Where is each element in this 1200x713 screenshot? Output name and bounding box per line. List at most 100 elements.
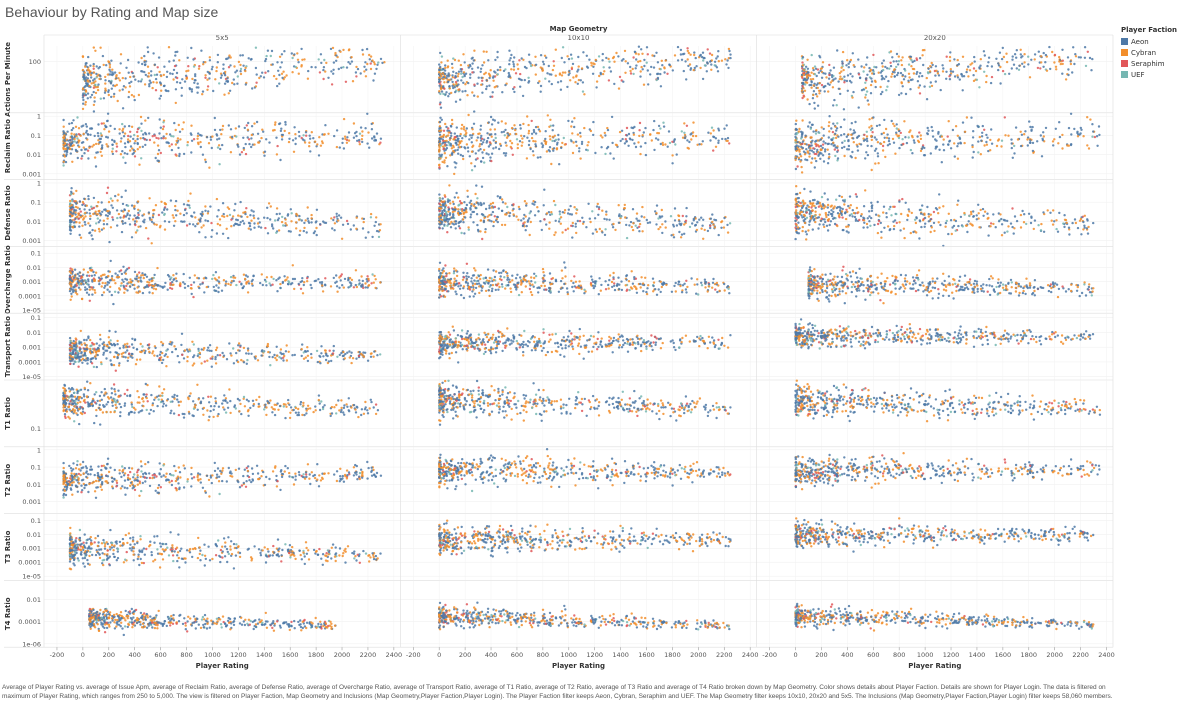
data-point bbox=[153, 73, 156, 77]
data-point bbox=[815, 159, 818, 163]
data-point bbox=[912, 67, 916, 71]
data-point bbox=[868, 126, 871, 129]
data-point bbox=[361, 140, 364, 144]
data-point bbox=[857, 58, 860, 61]
data-point bbox=[817, 227, 820, 230]
data-point bbox=[685, 78, 688, 81]
data-point bbox=[552, 64, 556, 68]
data-point bbox=[923, 216, 927, 220]
data-point bbox=[795, 119, 798, 122]
data-point bbox=[914, 221, 918, 225]
data-point bbox=[185, 224, 189, 227]
data-point bbox=[73, 137, 76, 141]
data-point bbox=[69, 144, 72, 147]
data-point bbox=[937, 212, 940, 215]
data-point bbox=[169, 278, 172, 281]
data-point bbox=[196, 134, 200, 138]
data-point bbox=[886, 144, 890, 147]
data-point bbox=[80, 125, 83, 128]
data-point bbox=[168, 60, 171, 63]
data-point bbox=[454, 100, 458, 103]
data-point bbox=[148, 216, 151, 220]
data-point bbox=[92, 143, 96, 147]
data-point bbox=[834, 154, 837, 158]
data-point bbox=[568, 69, 571, 73]
data-point bbox=[278, 212, 281, 215]
data-point bbox=[208, 56, 211, 59]
data-point bbox=[254, 46, 258, 49]
data-point bbox=[947, 212, 950, 215]
data-point bbox=[476, 95, 479, 98]
data-point bbox=[139, 80, 143, 83]
data-point bbox=[580, 67, 584, 70]
data-point bbox=[804, 134, 807, 137]
data-point bbox=[864, 81, 867, 85]
data-point bbox=[109, 81, 112, 84]
data-point bbox=[926, 205, 929, 209]
data-point bbox=[919, 134, 922, 137]
data-point bbox=[625, 126, 629, 130]
data-point bbox=[149, 81, 152, 84]
data-point bbox=[833, 222, 837, 226]
data-point bbox=[644, 141, 647, 145]
data-point bbox=[137, 80, 140, 83]
data-point bbox=[338, 146, 341, 149]
data-point bbox=[819, 148, 822, 151]
data-point bbox=[233, 65, 236, 68]
data-point bbox=[480, 143, 483, 146]
data-point bbox=[88, 212, 92, 215]
data-point bbox=[342, 48, 345, 52]
data-point bbox=[63, 142, 67, 145]
data-point bbox=[461, 90, 464, 93]
data-point bbox=[852, 211, 856, 215]
data-point bbox=[549, 138, 552, 141]
data-point bbox=[341, 141, 344, 145]
data-point bbox=[235, 69, 239, 72]
data-point bbox=[969, 210, 973, 214]
data-point bbox=[120, 230, 124, 234]
data-point bbox=[450, 91, 453, 95]
data-point bbox=[890, 214, 893, 217]
data-point bbox=[493, 215, 496, 218]
data-point bbox=[84, 223, 87, 226]
data-point bbox=[847, 139, 850, 143]
data-point bbox=[477, 149, 480, 152]
data-point bbox=[105, 135, 108, 139]
data-point bbox=[536, 206, 539, 209]
data-point bbox=[812, 68, 815, 72]
data-point bbox=[504, 154, 507, 157]
data-point bbox=[856, 149, 860, 152]
data-point bbox=[179, 138, 182, 141]
data-point bbox=[78, 207, 81, 211]
data-point bbox=[990, 65, 994, 68]
data-point bbox=[876, 141, 880, 144]
data-point bbox=[441, 160, 444, 164]
data-point bbox=[794, 135, 797, 139]
data-point bbox=[911, 60, 914, 64]
data-point bbox=[160, 200, 163, 203]
data-point bbox=[308, 145, 311, 148]
data-point bbox=[223, 93, 226, 96]
data-point bbox=[851, 150, 854, 154]
data-point bbox=[442, 147, 445, 151]
data-point bbox=[1016, 138, 1020, 141]
data-point bbox=[487, 72, 491, 76]
data-point bbox=[912, 139, 916, 142]
data-point bbox=[1052, 209, 1055, 212]
data-point bbox=[606, 126, 609, 130]
data-point bbox=[811, 77, 815, 81]
data-point bbox=[918, 237, 921, 240]
data-point bbox=[989, 222, 993, 225]
data-point bbox=[177, 146, 180, 150]
data-point bbox=[1012, 232, 1015, 235]
data-point bbox=[710, 68, 713, 72]
data-point bbox=[1020, 133, 1024, 136]
data-point bbox=[702, 59, 705, 62]
data-point bbox=[163, 201, 166, 205]
data-point bbox=[866, 153, 870, 157]
data-point bbox=[840, 210, 844, 213]
data-point bbox=[828, 121, 831, 124]
data-point bbox=[100, 134, 103, 137]
data-point bbox=[146, 65, 150, 68]
data-point bbox=[64, 160, 68, 164]
